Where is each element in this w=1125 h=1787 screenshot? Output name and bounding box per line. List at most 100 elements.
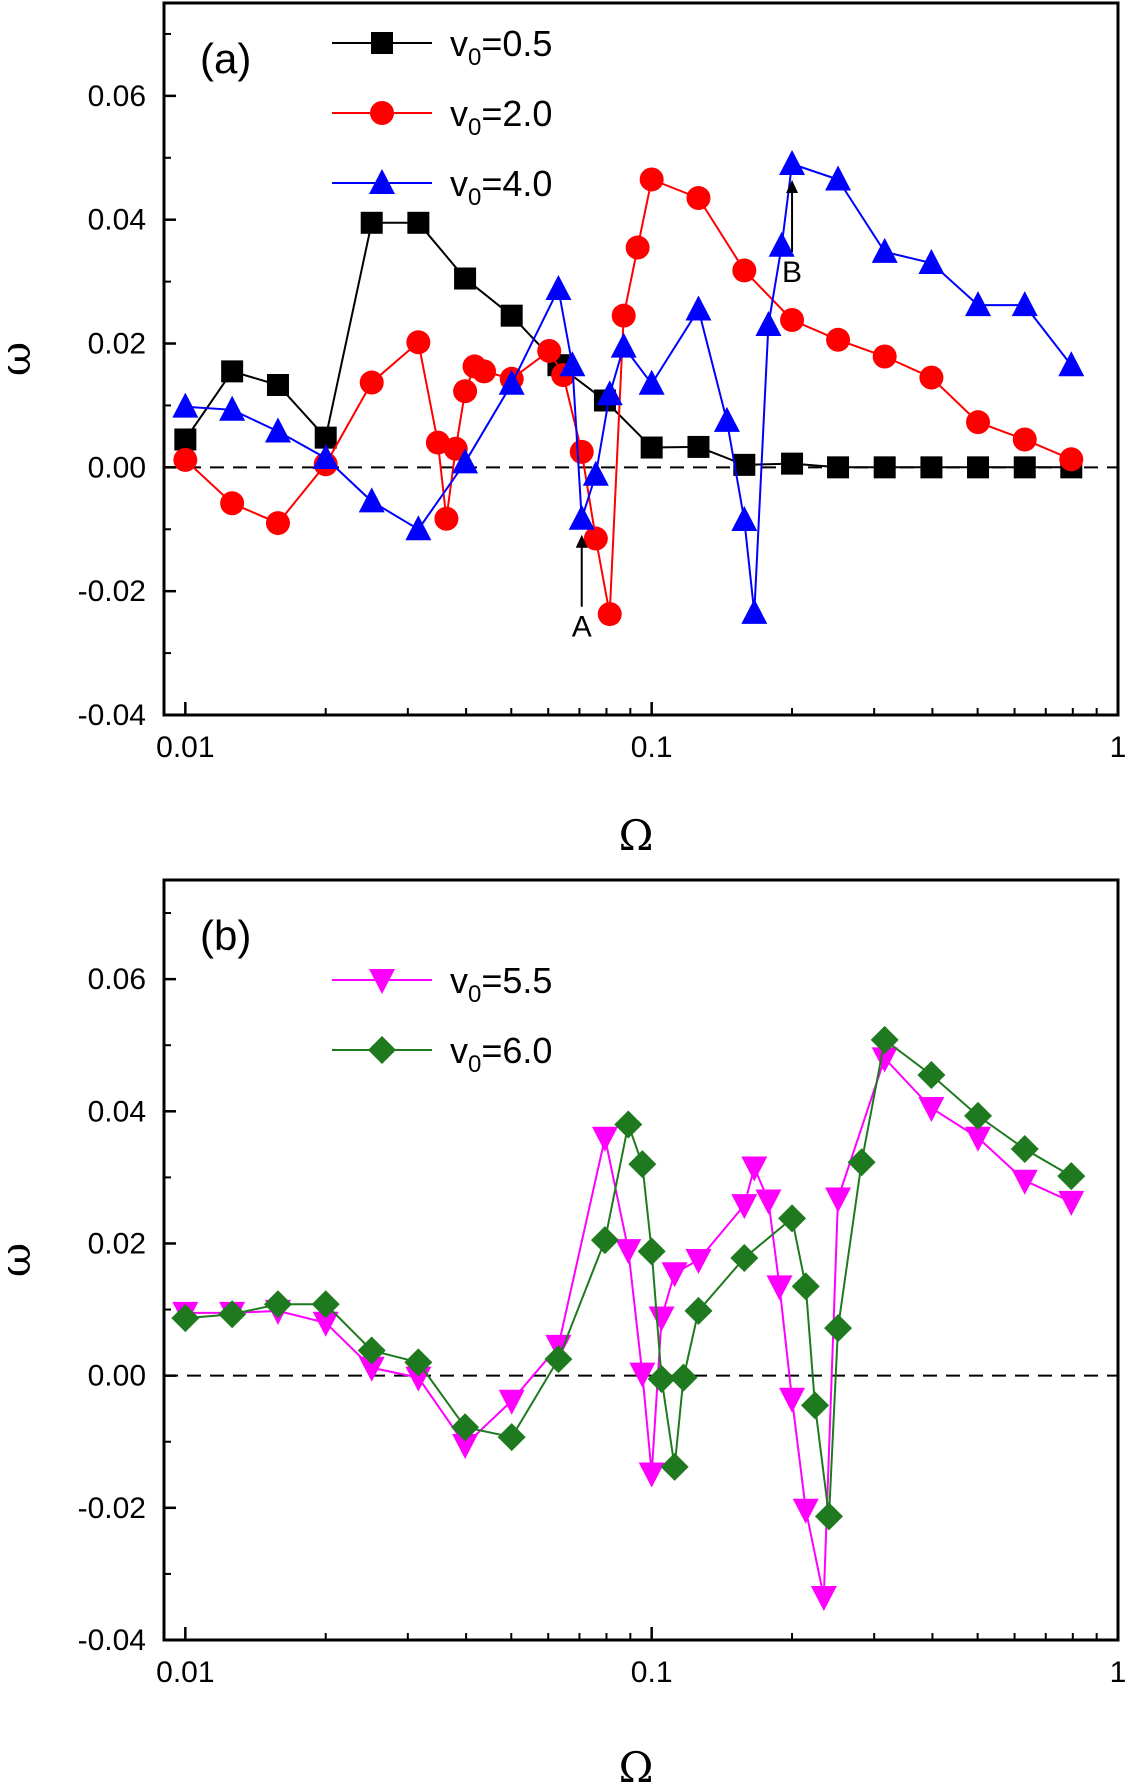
plot-frame — [162, 1, 1120, 717]
data-point — [792, 1498, 819, 1524]
data-point — [452, 448, 479, 474]
y-tick-label: 0.02 — [88, 1227, 146, 1260]
data-point — [265, 511, 290, 536]
data-point — [359, 370, 384, 395]
data-point — [582, 460, 609, 486]
data-point — [314, 426, 337, 449]
data-point — [814, 1502, 843, 1531]
data-point — [918, 1097, 945, 1122]
data-point — [597, 602, 622, 627]
x-tick-label: 1 — [1110, 1656, 1125, 1689]
data-point — [917, 1060, 946, 1089]
data-point — [311, 1290, 340, 1319]
data-point — [768, 231, 795, 257]
data-point — [781, 452, 804, 475]
data-point — [1059, 447, 1084, 472]
data-point — [610, 332, 637, 358]
data-point — [537, 338, 562, 363]
data-point — [219, 395, 246, 421]
data-point — [263, 1290, 292, 1319]
data-point — [1058, 1190, 1085, 1216]
data-point — [629, 1362, 656, 1388]
data-point — [660, 1452, 689, 1481]
data-point — [452, 1434, 479, 1460]
data-point — [766, 1275, 793, 1301]
data-point — [639, 167, 664, 192]
data-point — [407, 211, 430, 234]
data-point — [434, 506, 459, 531]
data-point — [918, 249, 945, 275]
data-point — [733, 453, 756, 476]
data-point — [1011, 1169, 1038, 1195]
annotation-label: B — [782, 256, 802, 289]
legend-label: v0=0.5 — [450, 23, 552, 71]
x-tick-label: 0.1 — [631, 731, 673, 764]
data-point — [638, 369, 665, 395]
data-point — [545, 275, 572, 301]
data-point — [684, 1296, 713, 1325]
y-tick-label: 0.06 — [88, 80, 146, 113]
data-point — [967, 456, 990, 479]
panel-label: (a) — [200, 35, 251, 82]
data-point — [357, 1336, 386, 1365]
data-point — [824, 1314, 853, 1343]
data-point — [358, 1356, 385, 1382]
y-tick-label: 0.00 — [88, 451, 146, 484]
data-point — [685, 295, 712, 321]
data-point — [628, 1150, 657, 1179]
data-point — [872, 344, 897, 369]
data-point — [1011, 291, 1038, 317]
y-axis-title: ω — [0, 1243, 40, 1277]
data-point — [453, 379, 478, 404]
data-point — [713, 406, 740, 432]
data-point — [1058, 351, 1085, 377]
data-point — [1010, 1134, 1039, 1163]
data-point — [611, 303, 636, 328]
data-point — [825, 1187, 852, 1213]
data-point — [583, 526, 608, 551]
data-point — [358, 487, 385, 513]
data-point — [615, 1239, 642, 1265]
x-axis-title: Ω — [619, 1743, 654, 1787]
annotation-arrowhead — [575, 534, 588, 548]
panel-b: -0.04 -0.02 0.00 0.02 0.04 0.06 0.01 0.1 1 Ωω (b) v… — [0, 878, 1125, 1787]
legend-marker — [369, 969, 395, 994]
data-point — [685, 1249, 712, 1274]
data-point — [590, 1226, 619, 1255]
data-point — [544, 1345, 573, 1374]
data-point — [638, 1462, 665, 1488]
data-point — [637, 1237, 666, 1266]
data-point — [780, 307, 805, 332]
data-point — [873, 456, 896, 479]
y-tick-label: -0.04 — [78, 699, 146, 732]
data-point — [404, 1348, 433, 1377]
x-tick-label: 0.1 — [631, 1656, 673, 1689]
data-point — [497, 1423, 526, 1452]
y-tick-label: 0.00 — [88, 1360, 146, 1393]
data-point — [741, 1156, 768, 1182]
legend-label: v0=2.0 — [450, 93, 552, 141]
data-point — [810, 1586, 837, 1612]
annotation-arrowhead — [786, 179, 799, 193]
x-tick-label: 1 — [1110, 731, 1125, 764]
data-point — [801, 1391, 830, 1420]
x-tick-label: 0.01 — [156, 731, 214, 764]
data-point — [779, 1387, 806, 1413]
data-point — [172, 392, 199, 418]
annotation-label: A — [572, 611, 592, 644]
data-point — [826, 327, 851, 352]
legend-marker — [371, 32, 393, 54]
y-tick-label: 0.04 — [88, 1095, 146, 1128]
data-point — [443, 436, 468, 461]
data-point — [755, 1189, 782, 1215]
data-point — [779, 149, 806, 175]
data-point — [405, 515, 432, 541]
legend-label: v0=4.0 — [450, 163, 552, 211]
data-point — [498, 1389, 525, 1415]
y-tick-label: -0.02 — [78, 575, 146, 608]
data-point — [791, 1272, 820, 1301]
data-point — [731, 1194, 758, 1220]
legend-marker — [369, 169, 395, 194]
y-tick-label: 0.06 — [88, 963, 146, 996]
